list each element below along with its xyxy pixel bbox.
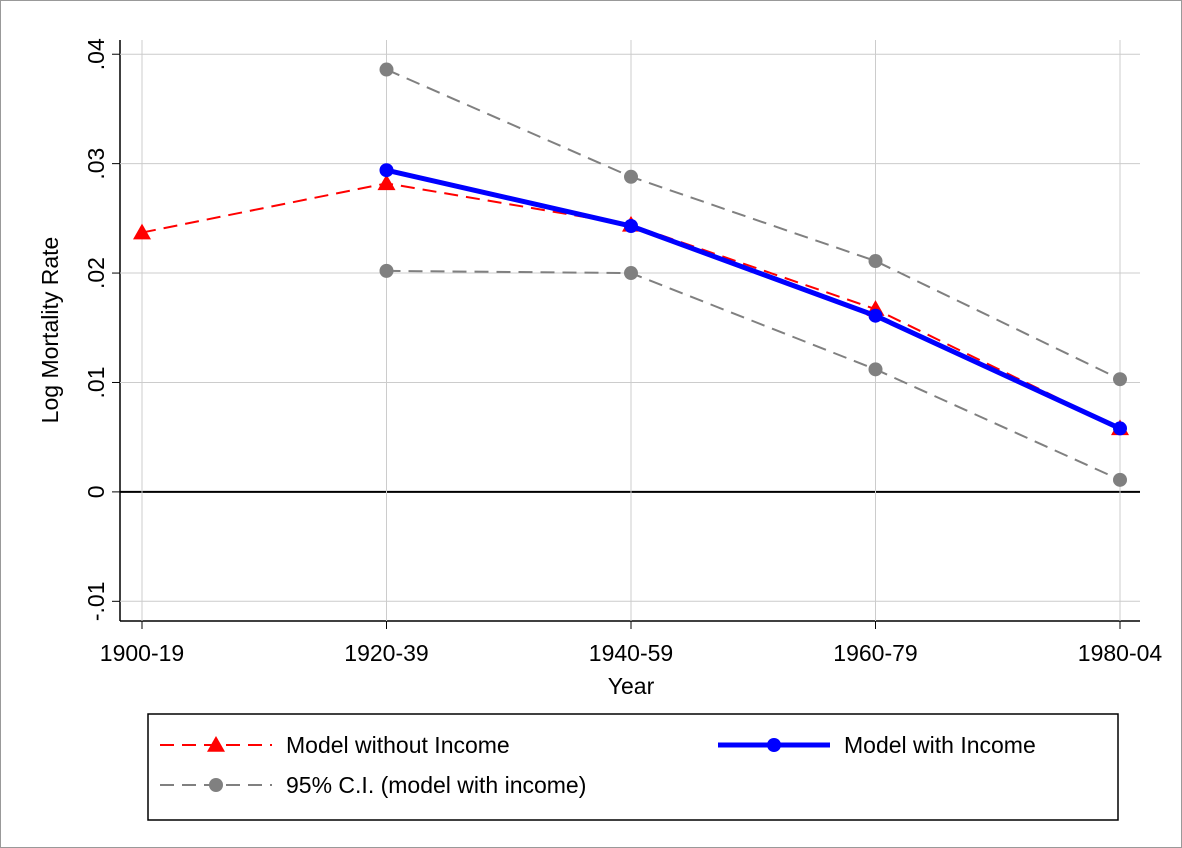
series-line (386, 68, 1121, 381)
y-tick-label: .01 (83, 366, 109, 398)
series-line (386, 269, 1121, 481)
legend-marker (207, 736, 225, 752)
x-tick-label: 1980-04 (1078, 640, 1163, 666)
y-tick-label: .02 (83, 257, 109, 289)
data-point (377, 174, 396, 191)
x-tick-label: 1900-19 (100, 640, 184, 666)
legend (147, 713, 1119, 821)
data-point (868, 308, 883, 323)
data-point (1113, 472, 1127, 487)
data-point (868, 254, 883, 269)
y-tick-label: 0 (83, 485, 109, 498)
data-point (1113, 421, 1127, 436)
data-point (133, 223, 151, 240)
x-tick-label: 1960-79 (833, 640, 917, 666)
legend-label: Model without Income (286, 732, 510, 758)
data-point (379, 62, 394, 77)
data-point (379, 163, 394, 178)
x-tick-label: 1940-59 (589, 640, 673, 666)
series-line (385, 167, 1122, 431)
data-point (379, 263, 394, 278)
data-point (868, 362, 883, 377)
data-point (624, 219, 638, 234)
legend-marker (209, 778, 223, 792)
legend-label: 95% C.I. (model with income) (286, 772, 586, 798)
legend-label: Model with Income (844, 732, 1036, 758)
y-tick-label: .04 (83, 38, 109, 70)
x-axis-label: Year (608, 673, 655, 699)
x-tick-label: 1920-39 (344, 640, 428, 666)
legend-marker (767, 738, 781, 752)
data-point (624, 169, 638, 184)
data-point (1113, 372, 1127, 387)
y-axis-label: Log Mortality Rate (37, 237, 63, 424)
data-point (624, 266, 638, 281)
y-tick-label: .03 (83, 148, 109, 180)
y-tick-label: -.01 (83, 581, 109, 621)
